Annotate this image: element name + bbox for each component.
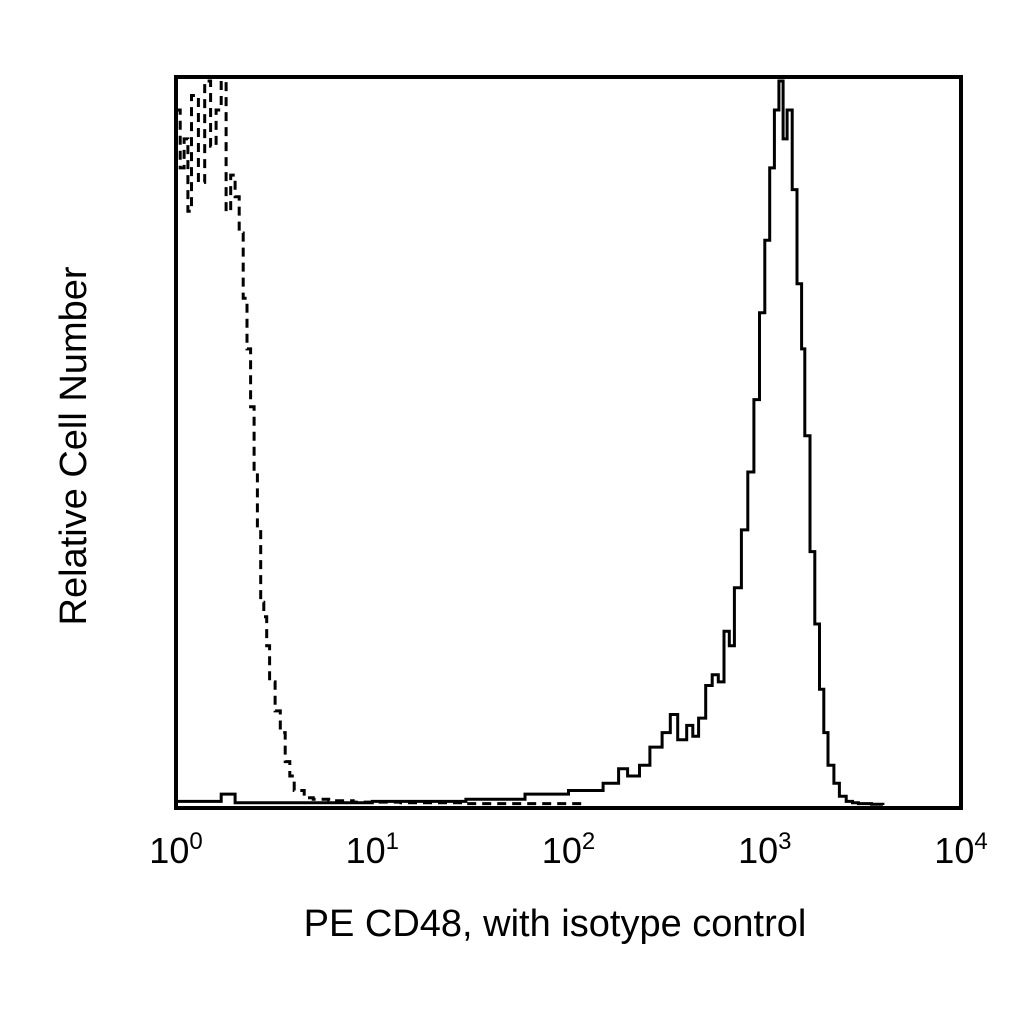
- x-tick-label: 100: [149, 828, 202, 871]
- y-axis-title: Relative Cell Number: [53, 266, 95, 625]
- series-layer: [176, 79, 885, 806]
- x-axis-title: PE CD48, with isotype control: [304, 903, 807, 945]
- isotype-control-histogram: [176, 79, 586, 806]
- x-tick-label: 104: [934, 828, 987, 871]
- x-tick-label: 103: [738, 828, 791, 871]
- x-tick-label: 102: [542, 828, 595, 871]
- x-tick-label: 101: [346, 828, 399, 871]
- x-tick-labels: 100 101 102 103 104: [149, 828, 987, 871]
- pe-cd48-histogram: [176, 79, 885, 806]
- plot-frame: [174, 75, 963, 810]
